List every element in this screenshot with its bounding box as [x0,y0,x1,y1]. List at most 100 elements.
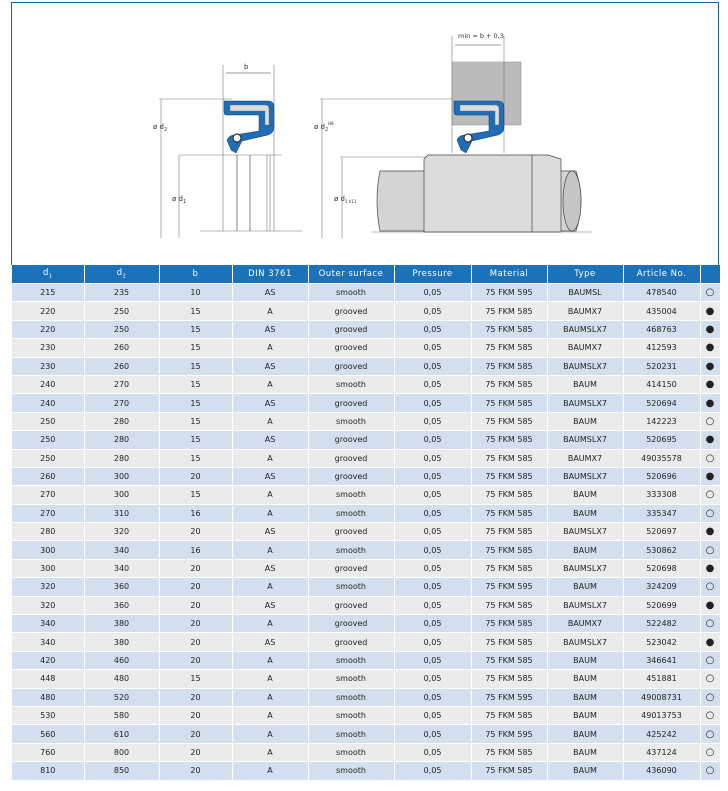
cell-article-no: 412593 [623,338,701,358]
stock-empty-circle-icon: ○ [700,577,721,597]
cell-b: 15 [159,301,233,321]
table-row: 220 250 15 AS grooved 0,05 75 FKM 585 BAUMSLX7 4… [12,319,721,339]
cell-d1: 300 [12,558,85,578]
cell-pressure: 0,05 [394,595,472,615]
cell-article-no: 451881 [623,669,701,689]
cell-material: 75 FKM 585 [471,338,548,358]
cell-d1: 320 [12,577,85,597]
cell-article-no: 346641 [623,650,701,670]
cell-material: 75 FKM 595 [471,724,548,744]
cell-outer-surface: grooved [308,356,395,376]
cell-d1: 220 [12,301,85,321]
cell-type: BAUM [547,742,624,762]
cell-d1: 810 [12,761,85,780]
cell-type: BAUM [547,687,624,707]
cell-material: 75 FKM 585 [471,319,548,339]
cell-outer-surface: grooved [308,319,395,339]
cell-article-no: 49013753 [623,705,701,725]
cell-outer-surface: smooth [308,485,395,505]
cell-outer-surface: grooved [308,558,395,578]
cell-outer-surface: smooth [308,374,395,394]
stock-empty-circle-icon: ○ [700,448,721,468]
cell-outer-surface: grooved [308,430,395,450]
table-row: 300 340 20 AS grooved 0,05 75 FKM 585 BAUMSLX7 5… [12,558,721,578]
cell-pressure: 0,05 [394,540,472,560]
cell-din-3761: AS [232,466,309,486]
cell-material: 75 FKM 585 [471,669,548,689]
cell-d1: 280 [12,522,85,541]
cell-outer-surface: grooved [308,595,395,615]
cell-pressure: 0,05 [394,761,472,780]
cell-d1: 230 [12,338,85,358]
cell-article-no: 425242 [623,724,701,744]
cell-type: BAUMSLX7 [547,356,624,376]
table-row: 280 320 20 AS grooved 0,05 75 FKM 585 BAUMSLX7 5… [12,522,721,541]
stock-empty-circle-icon: ○ [700,282,721,302]
cell-article-no: 335347 [623,503,701,523]
cell-article-no: 520698 [623,558,701,578]
cell-d2: 380 [84,632,160,652]
cell-b: 15 [159,448,233,468]
cell-outer-surface: smooth [308,503,395,523]
cell-din-3761: A [232,338,309,358]
cell-type: BAUMX7 [547,614,624,633]
cell-pressure: 0,05 [394,356,472,376]
column-header-pressure: Pressure [394,265,472,284]
cell-d2: 280 [84,448,160,468]
cell-d2: 520 [84,687,160,707]
cell-d2: 260 [84,338,160,358]
cell-din-3761: A [232,503,309,523]
cell-din-3761: AS [232,356,309,376]
cell-material: 75 FKM 585 [471,356,548,376]
cell-d1: 250 [12,430,85,450]
cell-din-3761: A [232,411,309,431]
cell-b: 20 [159,522,233,541]
cell-pressure: 0,05 [394,485,472,505]
column-header-d2: d2 [84,265,160,284]
cell-material: 75 FKM 585 [471,540,548,560]
cell-d2: 340 [84,558,160,578]
cell-material: 75 FKM 585 [471,411,548,431]
cell-d2: 480 [84,669,160,689]
cell-type: BAUMSLX7 [547,466,624,486]
stock-empty-circle-icon: ○ [700,650,721,670]
cell-pressure: 0,05 [394,411,472,431]
cell-pressure: 0,05 [394,577,472,597]
cell-d1: 270 [12,485,85,505]
cell-material: 75 FKM 585 [471,632,548,652]
column-header-material: Material [471,265,548,284]
stock-empty-circle-icon: ○ [700,742,721,762]
cell-din-3761: AS [232,430,309,450]
cell-article-no: 333308 [623,485,701,505]
label-d2-h8: ø d2H8 [314,121,334,133]
cell-din-3761: A [232,301,309,321]
cell-b: 15 [159,338,233,358]
stock-filled-dot-icon: ● [700,632,721,652]
stock-filled-dot-icon: ● [700,374,721,394]
cell-b: 20 [159,650,233,670]
cell-b: 20 [159,577,233,597]
stock-empty-circle-icon: ○ [700,705,721,725]
cell-d1: 420 [12,650,85,670]
cell-pressure: 0,05 [394,466,472,486]
cell-material: 75 FKM 585 [471,614,548,633]
cell-pressure: 0,05 [394,448,472,468]
shaft [376,154,582,233]
cell-material: 75 FKM 585 [471,650,548,670]
cell-material: 75 FKM 585 [471,393,548,413]
cell-d1: 760 [12,742,85,762]
cell-pressure: 0,05 [394,614,472,633]
cell-din-3761: A [232,540,309,560]
cell-d1: 560 [12,724,85,744]
cell-material: 75 FKM 595 [471,282,548,302]
cell-d2: 260 [84,356,160,376]
cell-d2: 610 [84,724,160,744]
cell-b: 16 [159,503,233,523]
stock-empty-circle-icon: ○ [700,540,721,560]
cell-article-no: 437124 [623,742,701,762]
column-header-article-no: Article No. [623,265,701,284]
